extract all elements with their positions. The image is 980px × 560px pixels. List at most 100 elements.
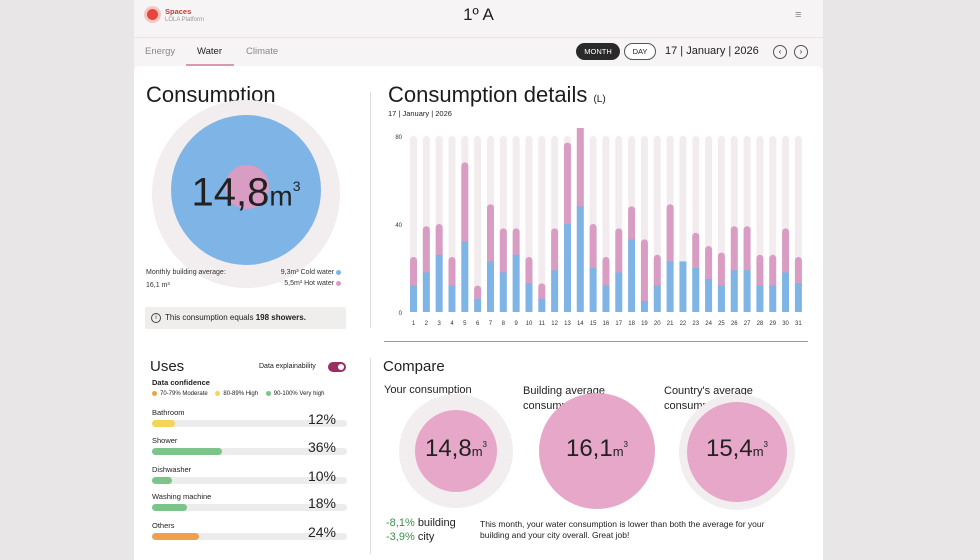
bar-hot-water [422,226,430,277]
y-tick-label: 80 [395,135,402,141]
x-tick-label: 3 [437,321,441,327]
bar-hot-water [602,257,610,290]
tab-climate[interactable]: Climate [246,46,279,57]
x-tick-label: 27 [744,321,751,327]
bar-cold-water [640,301,648,312]
use-percent-0: 12% [307,411,336,427]
x-tick-label: 11 [539,321,546,327]
x-tick-label: 21 [667,321,674,327]
use-label-0: Bathroom [152,408,185,417]
bar-hot-water [653,254,661,290]
x-tick-label: 29 [769,321,776,327]
x-tick-label: 15 [590,321,597,327]
uses-title: Uses [150,358,185,375]
bar-cold-water [692,268,700,312]
next-date-button[interactable]: › [794,45,808,59]
x-tick-label: 9 [514,321,518,327]
x-tick-label: 24 [705,321,712,327]
day-toggle-button[interactable]: DAY [624,43,656,60]
your-value-unit: m [471,444,483,459]
bar-cold-water [461,241,469,312]
bar-hot-water [525,257,533,288]
bar-cold-water [743,270,751,312]
bar-cold-water [730,270,738,312]
bar-cold-water [538,298,546,312]
x-tick-label: 22 [680,321,687,327]
use-label-3: Washing machine [152,492,212,501]
bar-cold-water [794,283,802,312]
country-average-circle [687,402,787,502]
bar-cold-water [589,268,597,312]
horizontal-divider [384,341,808,342]
use-label-2: Dishwasher [152,465,192,474]
vertical-divider-bottom [370,358,371,554]
y-tick-label: 40 [395,223,402,229]
bar-cold-water [474,298,482,312]
bar-hot-water [410,257,417,290]
legend-moderate: 70-79% Moderate [160,391,208,398]
bar-cold-water [628,239,636,312]
bar-cold-water [410,285,417,312]
country-value-unit-sup: 3 [763,440,768,449]
city-delta-value: -3,9% [386,531,415,543]
x-tick-label: 12 [551,321,558,327]
use-label-4: Others [152,521,175,530]
bar-hot-water [563,142,571,228]
bar-cold-water [615,272,623,312]
use-bar-fill-0 [152,420,175,427]
menu-icon[interactable]: ≡ [795,9,802,21]
tab-energy[interactable]: Energy [145,46,176,57]
bar-hot-water [551,228,559,275]
month-toggle-button[interactable]: MONTH [576,43,620,60]
brand: Spaces LOLA Platform [165,8,204,24]
bar-cold-water [576,206,584,312]
bar-cold-water [499,272,507,312]
bar-hot-water [794,257,802,288]
consumption-unit-sup: 3 [292,178,301,194]
your-consumption-label: Your consumption [384,384,472,396]
hot-water-circle [225,165,269,209]
use-bar-track-2 [152,477,347,484]
building-average-label: Monthly building average: [146,269,226,276]
bar-cold-water [666,261,674,312]
y-tick-label: 0 [399,311,403,317]
your-consumption-value: 14,8m3 [399,435,513,463]
active-tab-indicator [186,64,234,66]
city-delta-label: city [417,531,435,543]
tab-water[interactable]: Water [197,46,222,57]
previous-date-button[interactable]: ‹ [773,45,787,59]
building-delta: -8,1% building [386,516,456,530]
details-date: 17 | January | 2026 [388,109,452,118]
bar-cold-water [486,261,494,312]
cold-water-dot-icon [336,269,341,275]
use-percent-3: 18% [307,495,336,511]
use-bar-track-3 [152,504,347,511]
x-tick-label: 25 [718,321,725,327]
bar-hot-water [576,128,584,211]
bar-hot-water [538,283,546,303]
building-average-compare-value: 16,1m3 [539,435,655,463]
bar-hot-water [474,285,482,303]
bar-cold-water [769,285,777,312]
hot-water-text: 5,5m³ Hot water [284,280,335,287]
building-value-unit: m [612,444,624,459]
bar-hot-water [512,228,520,259]
bar-cold-water [422,272,430,312]
bar-hot-water [628,206,636,244]
compare-title: Compare [383,358,445,375]
bar-cold-water [563,224,571,312]
moderate-dot-icon [152,391,157,396]
use-bar-track-1 [152,448,347,455]
bar-cold-water [705,279,713,312]
info-icon: i [151,312,161,323]
legend-very-high: 90-100% Very high [273,391,325,398]
data-explainability-toggle[interactable] [328,362,346,372]
bar-cold-water [525,283,533,312]
use-bar-fill-2 [152,477,172,484]
your-value-unit-sup: 3 [482,440,487,449]
tab-bar: Energy Water Climate MONTH DAY 17 | Janu… [134,37,823,66]
consumption-unit: m [269,180,293,212]
bar-hot-water [769,254,777,290]
bar-hot-water [782,228,790,277]
